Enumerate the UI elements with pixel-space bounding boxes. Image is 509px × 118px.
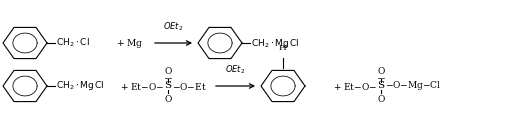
Text: O: O: [164, 95, 172, 105]
Text: $+$ Mg: $+$ Mg: [117, 36, 144, 49]
Text: $\mathsf{CH_2 \cdot Cl}$: $\mathsf{CH_2 \cdot Cl}$: [56, 37, 90, 49]
Text: $-$O$-$Mg$-$Cl: $-$O$-$Mg$-$Cl: [385, 80, 441, 93]
Text: $\mathsf{CH_2 \cdot Mg\,Cl}$: $\mathsf{CH_2 \cdot Mg\,Cl}$: [251, 36, 300, 49]
Text: O: O: [377, 67, 385, 76]
Text: O: O: [164, 67, 172, 76]
Text: $+$ Et$-$O$-$: $+$ Et$-$O$-$: [333, 80, 377, 91]
Text: S: S: [164, 82, 172, 91]
Text: S: S: [378, 82, 385, 91]
Text: $\mathsf{CH_2 \cdot Mg\,Cl}$: $\mathsf{CH_2 \cdot Mg\,Cl}$: [56, 80, 105, 93]
Text: Pr: Pr: [278, 44, 288, 52]
Text: $\mathit{OEt_2}$: $\mathit{OEt_2}$: [163, 21, 183, 33]
Text: $\mathit{OEt_2}$: $\mathit{OEt_2}$: [225, 63, 245, 76]
Text: O: O: [377, 95, 385, 105]
Text: $-$O$-$Et: $-$O$-$Et: [172, 80, 207, 91]
Text: $+$ Et$-$O$-$: $+$ Et$-$O$-$: [120, 80, 164, 91]
